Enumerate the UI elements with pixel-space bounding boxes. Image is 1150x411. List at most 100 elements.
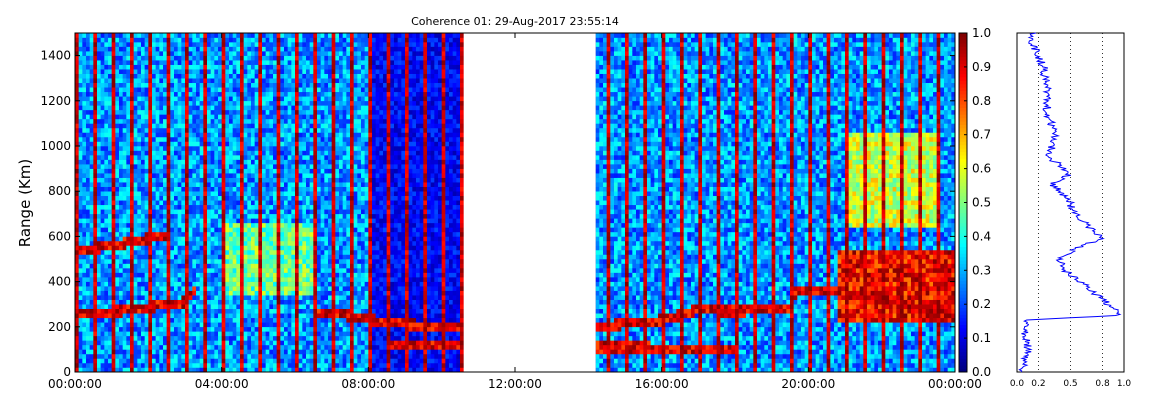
heatmap-cell	[111, 254, 116, 260]
heatmap-cell	[133, 204, 138, 210]
heatmap-cell	[192, 209, 197, 215]
heatmap-cell	[262, 55, 266, 61]
heatmap-cell	[218, 362, 222, 368]
heatmap-cell	[188, 109, 193, 115]
heatmap-cell	[122, 245, 127, 251]
heatmap-cell	[210, 118, 215, 124]
heatmap-cell	[251, 87, 255, 93]
heatmap-cell	[100, 155, 105, 160]
heatmap-cell	[170, 259, 175, 264]
heatmap-cell	[97, 322, 101, 328]
heatmap-cell	[225, 164, 230, 169]
heatmap-cell	[126, 245, 131, 251]
heatmap-cell	[232, 123, 237, 129]
heatmap-cell	[93, 231, 98, 237]
heatmap-cell	[82, 191, 87, 197]
heatmap-cell	[313, 87, 318, 93]
heatmap-cell	[122, 191, 127, 197]
heatmap-cell	[306, 82, 310, 88]
heatmap-cell	[309, 118, 314, 124]
heatmap-cell	[225, 290, 230, 296]
heatmap-cell	[155, 82, 160, 88]
heatmap-cell	[163, 60, 167, 65]
heatmap-cell	[148, 272, 153, 278]
heatmap-cell	[185, 304, 189, 310]
heatmap-cell	[144, 331, 149, 337]
heatmap-cell	[262, 155, 266, 160]
heatmap-cell	[258, 46, 263, 52]
heatmap-cell	[78, 55, 83, 61]
heatmap-cell	[247, 150, 252, 156]
heatmap-cell	[262, 51, 266, 56]
heatmap-cell	[115, 231, 120, 237]
heatmap-cell	[273, 227, 277, 233]
heatmap-cell	[130, 213, 134, 219]
heatmap-cell	[152, 335, 156, 341]
heatmap-cell	[119, 335, 123, 341]
heatmap-cell	[254, 150, 259, 156]
heatmap-cell	[273, 136, 277, 142]
heatmap-cell	[229, 240, 233, 246]
heatmap-cell	[247, 42, 252, 47]
heatmap-cell	[126, 141, 131, 147]
heatmap-cell	[280, 259, 285, 264]
heatmap-cell	[291, 317, 296, 323]
heatmap-cell	[159, 349, 164, 355]
heatmap-cell	[225, 173, 230, 178]
heatmap-cell	[97, 353, 101, 359]
heatmap-cell	[199, 177, 204, 183]
heatmap-cell	[111, 191, 116, 197]
heatmap-cell	[181, 322, 186, 328]
heatmap-cell	[152, 164, 156, 169]
heatmap-cell	[291, 100, 296, 106]
heatmap-cell	[196, 263, 200, 269]
heatmap-cell	[214, 96, 219, 102]
heatmap-cell	[181, 231, 186, 237]
heatmap-cell	[309, 353, 314, 359]
heatmap-cell	[185, 358, 189, 364]
heatmap-cell	[126, 313, 131, 319]
heatmap-cell	[86, 281, 90, 287]
heatmap-cell	[302, 123, 307, 129]
heatmap-cell	[93, 358, 98, 364]
heatmap-cell	[93, 249, 98, 255]
heatmap-cell	[141, 114, 145, 120]
heatmap-cell	[317, 249, 321, 255]
heatmap-cell	[276, 51, 281, 56]
heatmap-cell	[203, 182, 208, 187]
heatmap-cell	[122, 159, 127, 165]
heatmap-cell	[295, 313, 299, 319]
heatmap-cell	[295, 141, 299, 147]
heatmap-cell	[196, 55, 200, 61]
heatmap-cell	[302, 100, 307, 106]
heatmap-cell	[309, 218, 314, 224]
heatmap-cell	[313, 60, 318, 65]
heatmap-cell	[174, 335, 178, 341]
heatmap-cell	[199, 263, 204, 269]
heatmap-cell	[199, 331, 204, 337]
heatmap-cell	[291, 263, 296, 269]
heatmap-cell	[203, 290, 208, 296]
heatmap-cell	[108, 114, 112, 120]
heatmap-cell	[192, 127, 197, 133]
heatmap-cell	[126, 42, 131, 47]
heatmap-cell	[218, 213, 222, 219]
heatmap-cell	[287, 362, 292, 368]
heatmap-cell	[86, 263, 90, 269]
heatmap-cell	[203, 362, 208, 368]
heatmap-cell	[298, 87, 303, 93]
heatmap-cell	[115, 259, 120, 264]
heatmap-cell	[122, 236, 127, 242]
heatmap-cell	[93, 105, 98, 111]
heatmap-cell	[265, 295, 270, 300]
heatmap-cell	[251, 37, 255, 43]
heatmap-cell	[317, 326, 321, 332]
heatmap-cell	[210, 87, 215, 93]
heatmap-cell	[115, 344, 120, 350]
heatmap-cell	[280, 168, 285, 174]
heatmap-cell	[159, 259, 164, 264]
heatmap-cell	[262, 127, 266, 133]
heatmap-cell	[291, 127, 296, 133]
heatmap-cell	[75, 335, 79, 341]
heatmap-cell	[284, 87, 288, 93]
